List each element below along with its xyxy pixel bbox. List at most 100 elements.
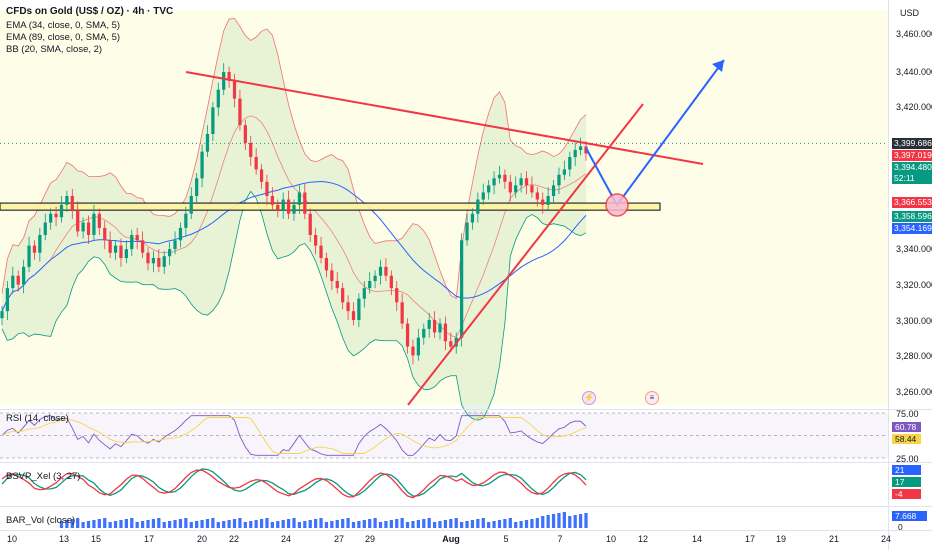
candle-body <box>519 178 523 186</box>
volume-bar <box>362 520 366 528</box>
volume-bar <box>184 518 188 528</box>
candle-body <box>265 181 269 196</box>
volume-bar <box>400 518 404 528</box>
candle-body <box>378 266 383 276</box>
candle-body <box>173 240 177 250</box>
volume-bar <box>173 520 177 528</box>
volume-bar <box>487 522 491 528</box>
candle-body <box>140 240 145 253</box>
projection-arrowhead <box>712 60 724 72</box>
bsvp-tag: 17 <box>892 477 921 487</box>
volume-bar <box>557 513 561 528</box>
candle-body <box>216 89 220 108</box>
time-tick: 24 <box>880 534 892 544</box>
candle-body <box>292 204 296 214</box>
candle-body <box>162 256 166 267</box>
candle-body <box>238 98 242 126</box>
ema34-legend[interactable]: EMA (34, close, 0, SMA, 5) <box>6 20 121 31</box>
candle-body <box>227 72 231 81</box>
bb-legend[interactable]: BB (20, SMA, close, 2) <box>6 44 103 55</box>
volume-bar <box>168 521 172 528</box>
volume-bar <box>368 519 372 528</box>
volume-bar <box>541 516 545 528</box>
volume-bar <box>113 521 118 528</box>
time-tick: 22 <box>228 534 240 544</box>
volume-bar <box>249 521 253 528</box>
volume-bar <box>465 521 469 528</box>
volume-bar <box>519 521 523 528</box>
candle-body <box>557 174 561 186</box>
candle-body <box>487 185 491 193</box>
currency-label[interactable]: USD <box>900 8 920 18</box>
volume-bar <box>157 518 161 528</box>
candle-body <box>70 196 74 211</box>
ascending-trendline <box>407 103 644 406</box>
lightning-icon[interactable]: ⚡ <box>582 391 596 405</box>
volume-bar <box>151 519 156 528</box>
volume-bar <box>524 520 529 528</box>
time-tick: 17 <box>744 534 756 544</box>
candle-body <box>341 288 345 303</box>
volume-bar <box>97 519 101 528</box>
volume-bar <box>270 522 274 528</box>
candle-body <box>368 281 372 289</box>
ema89-legend[interactable]: EMA (89, close, 0, SMA, 5) <box>6 32 121 43</box>
candle-body <box>395 288 399 303</box>
volume-bar <box>178 519 183 528</box>
volume-tick: 0 <box>898 522 903 532</box>
candle-body <box>276 204 280 211</box>
candle-body <box>481 192 485 200</box>
candle-body <box>49 213 53 223</box>
volume-bar <box>103 518 107 528</box>
volume-bar <box>568 516 572 528</box>
volume-legend[interactable]: BAR_Vol (close) <box>6 515 76 526</box>
volume-bar <box>140 521 145 528</box>
volume-bar <box>573 515 577 528</box>
candle-body <box>32 245 37 253</box>
candle-body <box>324 258 329 271</box>
ema89-line <box>1 181 587 312</box>
volume-bar <box>319 518 323 528</box>
price-tick: 3,460.000 <box>896 29 932 39</box>
price-tag: 3,366.553 <box>892 197 932 208</box>
volume-bar <box>514 522 518 528</box>
candle-body <box>416 337 420 356</box>
candle-body <box>503 174 507 182</box>
candle-body <box>184 213 188 228</box>
volume-bar <box>449 519 453 528</box>
bsvp-legend[interactable]: BSVP_Xel (3, 27) <box>6 471 81 482</box>
price-tick: 3,260.000 <box>896 387 932 397</box>
volume-bar <box>443 520 448 528</box>
candle-body <box>86 222 91 235</box>
price-tag: 3,397.019 <box>892 150 932 161</box>
volume-bar <box>422 519 426 528</box>
volume-bar <box>384 521 388 528</box>
volume-bar <box>232 519 237 528</box>
candle-body <box>405 323 410 347</box>
price-tick: 3,340.000 <box>896 244 932 254</box>
time-tick: 27 <box>333 534 345 544</box>
symbol-title[interactable]: CFDs on Gold (US$ / OZ) · 4h · TVC <box>6 6 174 17</box>
rsi-tick: 25.00 <box>896 454 919 464</box>
volume-bar <box>195 521 199 528</box>
us-flag-icon[interactable]: ≡ <box>645 391 659 405</box>
price-axis-separator <box>888 0 889 550</box>
volume-bar <box>135 522 139 528</box>
volume-bar <box>470 520 475 528</box>
volume-bar <box>76 518 80 528</box>
volume-bar <box>297 522 302 528</box>
candle-body <box>400 302 404 324</box>
bollinger-upper <box>1 18 587 299</box>
volume-bar <box>341 519 345 528</box>
candle-body <box>222 72 226 90</box>
volume-bar <box>476 519 480 528</box>
volume-bar <box>346 518 350 528</box>
candle-body <box>476 199 480 214</box>
price-tick: 3,320.000 <box>896 280 932 290</box>
rsi-legend[interactable]: RSI (14, close) <box>6 413 69 424</box>
candle-body <box>411 346 415 356</box>
time-tick: 24 <box>280 534 292 544</box>
candle-body <box>232 80 237 99</box>
